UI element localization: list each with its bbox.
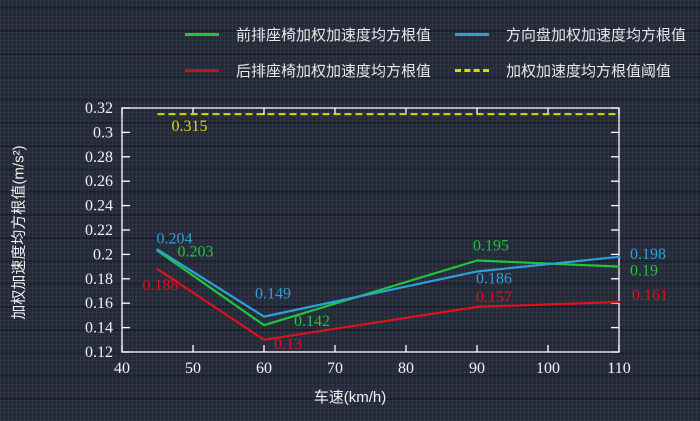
data-label-rear-seat: 0.157 bbox=[476, 289, 512, 306]
y-axis-title: 加权加速度均方根值(m/s²) bbox=[10, 145, 28, 320]
x-tick-label: 70 bbox=[327, 360, 343, 377]
y-tick-label: 0.26 bbox=[85, 173, 113, 190]
data-label-rear-seat: 0.161 bbox=[632, 287, 668, 304]
x-tick-label: 40 bbox=[114, 360, 130, 377]
yellow-dashed-swatch-icon bbox=[455, 69, 489, 72]
legend-label-rear-seat: 后排座椅加权加速度均方根值 bbox=[236, 63, 432, 80]
green-line-swatch-icon bbox=[185, 33, 219, 36]
y-tick-label: 0.18 bbox=[85, 271, 113, 288]
y-tick-label: 0.14 bbox=[85, 320, 113, 337]
y-tick-label: 0.32 bbox=[85, 100, 113, 117]
data-label-steering-wheel: 0.204 bbox=[157, 231, 193, 248]
y-tick-label: 0.3 bbox=[93, 124, 113, 141]
data-label-front-seat: 0.195 bbox=[473, 238, 509, 255]
data-label-steering-wheel: 0.186 bbox=[476, 270, 512, 287]
legend: 前排座椅加权加速度均方根值 方向盘加权加速度均方根值 后排座椅加权加速度均方根值… bbox=[185, 24, 686, 81]
data-label-steering-wheel: 0.198 bbox=[630, 246, 666, 263]
x-tick-label: 90 bbox=[469, 360, 485, 377]
y-tick-label: 0.22 bbox=[85, 222, 113, 239]
data-label-front-seat: 0.203 bbox=[178, 244, 214, 261]
x-tick-label: 100 bbox=[536, 360, 560, 377]
legend-label-threshold: 加权加速度均方根值阈值 bbox=[506, 63, 672, 80]
blue-line-swatch-icon bbox=[455, 33, 489, 36]
legend-label-steering-wheel: 方向盘加权加速度均方根值 bbox=[506, 27, 687, 44]
legend-item-threshold: 加权加速度均方根值阈值 bbox=[455, 60, 686, 81]
data-label-steering-wheel: 0.149 bbox=[255, 286, 291, 303]
data-label-rear-seat: 0.188 bbox=[143, 277, 179, 294]
red-line-swatch-icon bbox=[185, 69, 219, 72]
y-tick-label: 0.12 bbox=[85, 344, 113, 361]
x-axis-title: 车速(km/h) bbox=[313, 389, 387, 406]
legend-item-rear-seat: 后排座椅加权加速度均方根值 bbox=[185, 60, 455, 81]
y-tick-label: 0.28 bbox=[85, 149, 113, 166]
series-line-rear-seat bbox=[156, 267, 621, 341]
y-tick-label: 0.24 bbox=[85, 198, 113, 215]
legend-item-front-seat: 前排座椅加权加速度均方根值 bbox=[185, 24, 455, 45]
x-tick-label: 110 bbox=[607, 360, 630, 377]
data-label-rear-seat: 0.13 bbox=[274, 336, 302, 353]
legend-label-front-seat: 前排座椅加权加速度均方根值 bbox=[236, 27, 432, 44]
data-label-front-seat: 0.142 bbox=[294, 313, 330, 330]
threshold-value-label: 0.315 bbox=[172, 118, 208, 135]
y-tick-label: 0.16 bbox=[85, 295, 113, 312]
x-tick-label: 80 bbox=[398, 360, 414, 377]
x-tick-label: 60 bbox=[256, 360, 272, 377]
y-tick-label: 0.2 bbox=[93, 246, 113, 263]
data-label-front-seat: 0.19 bbox=[630, 263, 658, 280]
plot-border bbox=[121, 107, 620, 353]
legend-item-steering-wheel: 方向盘加权加速度均方根值 bbox=[455, 24, 686, 45]
series-line-steering-wheel bbox=[156, 248, 621, 318]
x-tick-label: 50 bbox=[185, 360, 201, 377]
